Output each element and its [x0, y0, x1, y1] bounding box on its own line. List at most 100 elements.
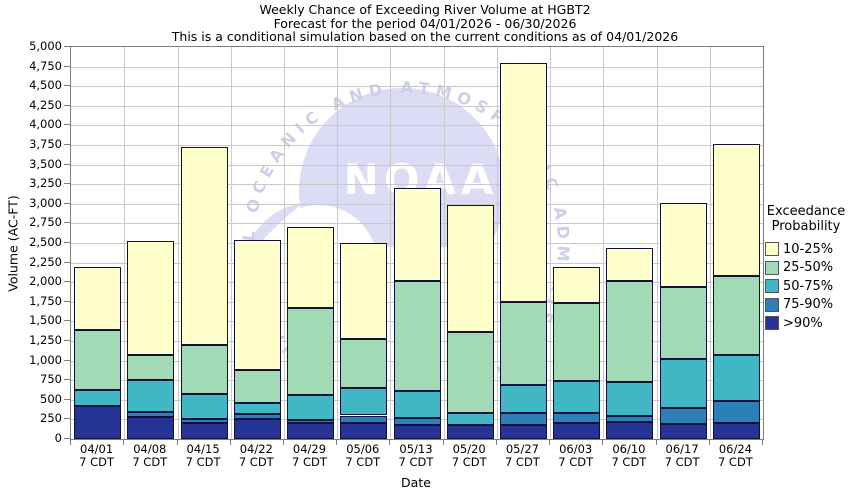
bar-segment-7590: [340, 415, 388, 423]
x-tick-label: 06/17 7 CDT: [656, 443, 709, 469]
y-tick-mark: [64, 300, 70, 302]
bar: [127, 47, 175, 439]
bar-segment-1025: [233, 239, 281, 371]
x-tick-label: 06/03 7 CDT: [549, 443, 602, 469]
legend-swatch: [765, 297, 779, 312]
v-gridline: [496, 47, 498, 439]
bar-segment-1025: [553, 267, 601, 303]
v-gridline: [443, 47, 445, 439]
bar-segment-90: [180, 423, 228, 439]
bar-segment-7590: [606, 415, 654, 422]
x-tick-label: 06/24 7 CDT: [709, 443, 762, 469]
bar-segment-1025: [446, 204, 494, 333]
x-tick-label-date: 05/13: [399, 442, 433, 456]
h-gridline: [71, 105, 763, 107]
chart-subtitle: Forecast for the period 04/01/2026 - 06/…: [273, 15, 577, 31]
bar-segment-90: [74, 405, 122, 439]
bar: [446, 47, 494, 439]
y-tick-label: 3,500: [29, 156, 62, 171]
x-tick-label: 05/20 7 CDT: [443, 443, 496, 469]
legend-item: 25-50%: [762, 259, 850, 278]
v-gridline: [177, 47, 179, 439]
v-gridline: [603, 47, 605, 439]
bar: [553, 47, 601, 439]
x-tick-label-date: 04/01: [80, 442, 114, 456]
x-tick-mark: [549, 439, 551, 445]
y-tick-label: 1,250: [29, 333, 62, 347]
y-tick-mark: [64, 65, 70, 67]
x-tick-mark: [495, 439, 497, 445]
bar-segment-1025: [606, 247, 654, 281]
bar: [74, 47, 122, 439]
x-tick-label-date: 05/27: [505, 442, 539, 456]
h-gridline: [71, 66, 763, 68]
bar-segment-1025: [340, 243, 388, 340]
x-tick-mark: [708, 439, 710, 445]
y-tick-mark: [64, 438, 70, 439]
bar-segment-5075: [127, 380, 175, 413]
bar-segment-2550: [340, 339, 388, 389]
bar: [287, 47, 334, 439]
bar-segment-5075: [287, 395, 334, 421]
bar: [606, 47, 654, 439]
bar-segment-5075: [340, 388, 388, 416]
legend-item: 10-25%: [762, 240, 850, 259]
x-tick-label-date: 04/15: [186, 442, 220, 456]
bar-segment-90: [393, 425, 441, 439]
bar-segment-5075: [393, 391, 441, 418]
x-tick-label-time: 7 CDT: [451, 455, 487, 469]
bar-segment-7590: [553, 412, 601, 423]
x-tick-mark: [602, 439, 604, 445]
bar-segment-90: [233, 418, 281, 439]
x-tick-label-time: 7 CDT: [238, 455, 274, 469]
h-gridline: [71, 125, 763, 127]
y-tick-mark: [64, 144, 70, 145]
y-tick-mark: [64, 163, 70, 165]
v-gridline: [550, 47, 552, 439]
x-tick-mark: [442, 439, 444, 445]
y-tick-label: 1,750: [29, 293, 62, 308]
y-tick-label: 2,250: [29, 254, 62, 269]
chart-note: This is a conditional simulation based o…: [171, 29, 679, 44]
x-tick-mark: [655, 439, 657, 445]
bar-segment-2550: [393, 280, 441, 392]
title-block: Weekly Chance of Exceeding River Volume …: [0, 3, 850, 44]
bar-segment-2550: [659, 286, 707, 360]
x-axis-title: Date: [401, 475, 431, 490]
bar-segment-90: [446, 425, 494, 439]
bar-segment-7590: [659, 407, 707, 424]
x-tick-label-time: 7 CDT: [345, 455, 381, 469]
x-tick-label-time: 7 CDT: [664, 455, 700, 469]
v-gridline: [656, 47, 658, 439]
legend-label: >90%: [783, 315, 823, 331]
bar-segment-90: [127, 417, 175, 439]
bar: [233, 47, 281, 439]
bar-segment-2550: [127, 355, 175, 381]
x-tick-label: 04/15 7 CDT: [177, 443, 230, 469]
y-tick-label: 3,000: [29, 195, 62, 210]
bar: [393, 47, 441, 439]
x-tick-label-time: 7 CDT: [132, 455, 168, 469]
bar-segment-5075: [180, 393, 228, 420]
y-tick-label: 1,500: [29, 313, 62, 328]
x-tick-label-time: 7 CDT: [185, 455, 221, 469]
y-tick-mark: [64, 183, 70, 185]
x-tick-label-date: 06/03: [559, 442, 593, 456]
x-tick-mark: [229, 439, 231, 445]
v-gridline: [124, 47, 126, 439]
y-tick-label: 0: [54, 431, 62, 445]
y-tick-mark: [64, 85, 70, 87]
x-tick-mark: [336, 439, 338, 445]
x-tick-label: 04/29 7 CDT: [283, 443, 336, 469]
y-tick-label: 4,500: [29, 78, 62, 93]
y-tick-mark: [64, 320, 70, 322]
bar-segment-1025: [393, 188, 441, 281]
y-tick-mark: [64, 261, 70, 263]
bar-segment-2550: [553, 302, 601, 381]
legend-label: 25-50%: [783, 260, 834, 276]
x-tick-label-date: 06/24: [718, 442, 752, 456]
x-tick-label-date: 06/10: [612, 442, 646, 456]
y-tick-label: 4,250: [29, 97, 62, 112]
plot-area: NATIONAL OCEANIC AND ATMOSPHERIC ADMINIS…: [70, 46, 764, 440]
